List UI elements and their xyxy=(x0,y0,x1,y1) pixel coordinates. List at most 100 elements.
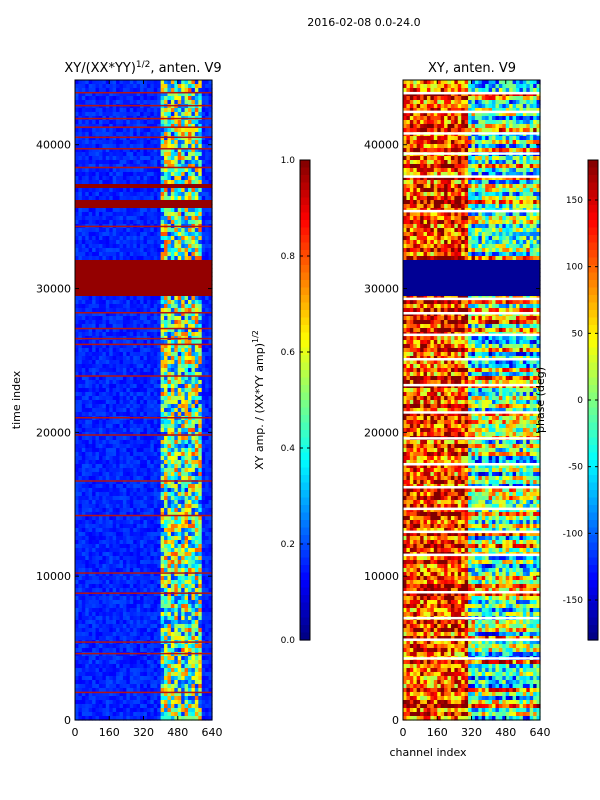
heatmap-cell xyxy=(174,444,179,449)
heatmap-cell xyxy=(92,268,97,273)
heatmap-cell xyxy=(85,220,90,225)
heatmap-cell xyxy=(181,148,186,153)
heatmap-cell xyxy=(129,372,134,377)
heatmap-cell xyxy=(191,520,196,525)
heatmap-cell xyxy=(122,564,127,569)
heatmap-cell xyxy=(109,440,114,445)
heatmap-cell xyxy=(146,168,151,173)
heatmap-cell xyxy=(122,160,127,165)
heatmap-cell xyxy=(150,216,155,221)
heatmap-cell xyxy=(188,472,193,477)
heatmap-cell xyxy=(122,136,127,141)
heatmap-cell xyxy=(208,136,213,141)
heatmap-cell xyxy=(109,284,114,289)
heatmap-cell xyxy=(78,360,83,365)
heatmap-cell xyxy=(150,332,155,337)
heatmap-cell xyxy=(88,292,93,297)
heatmap-cell xyxy=(78,252,83,257)
heatmap-cell xyxy=(126,256,131,261)
heatmap-cell xyxy=(194,204,199,209)
heatmap-cell xyxy=(119,532,124,537)
heatmap-cell xyxy=(174,424,179,429)
heatmap-cell xyxy=(205,92,210,97)
heatmap-cell xyxy=(143,412,148,417)
heatmap-cell xyxy=(194,268,199,273)
heatmap-cell xyxy=(133,388,138,393)
heatmap-cell xyxy=(112,424,117,429)
heatmap-cell xyxy=(188,464,193,469)
heatmap-cell xyxy=(126,440,131,445)
heatmap-cell xyxy=(181,220,186,225)
heatmap-cell xyxy=(181,520,186,525)
heatmap-cell xyxy=(143,320,148,325)
heatmap-cell xyxy=(201,556,206,561)
heatmap-cell xyxy=(81,564,86,569)
heatmap-cell xyxy=(102,428,107,433)
heatmap-cell xyxy=(191,504,196,509)
heatmap-cell xyxy=(170,296,175,301)
heatmap-cell xyxy=(174,472,179,477)
heatmap-cell xyxy=(102,540,107,545)
heatmap-cell xyxy=(181,176,186,181)
heatmap-cell xyxy=(170,468,175,473)
heatmap-cell xyxy=(116,376,121,381)
heatmap-cell xyxy=(140,552,145,557)
heatmap-cell xyxy=(85,140,90,145)
heatmap-cell xyxy=(112,400,117,405)
heatmap-cell xyxy=(164,492,169,497)
heatmap-cell xyxy=(92,216,97,221)
heatmap-cell xyxy=(170,560,175,565)
heatmap-cell xyxy=(181,492,186,497)
heatmap-cell xyxy=(188,148,193,153)
heatmap-cell xyxy=(174,300,179,305)
heatmap-cell xyxy=(116,412,121,417)
heatmap-cell xyxy=(78,96,83,101)
heatmap-cell xyxy=(92,456,97,461)
heatmap-cell xyxy=(184,136,189,141)
heatmap-cell xyxy=(188,108,193,113)
heatmap-cell xyxy=(153,384,158,389)
heatmap-cell xyxy=(92,360,97,365)
heatmap-cell xyxy=(177,472,182,477)
heatmap-cell xyxy=(208,296,213,301)
heatmap-cell xyxy=(85,252,90,257)
heatmap-cell xyxy=(157,372,162,377)
heatmap-cell xyxy=(92,328,97,333)
heatmap-cell xyxy=(184,216,189,221)
heatmap-cell xyxy=(119,252,124,257)
heatmap-cell xyxy=(157,276,162,281)
heatmap-cell xyxy=(167,508,172,513)
heatmap-cell xyxy=(153,136,158,141)
heatmap-cell xyxy=(88,108,93,113)
heatmap-cell xyxy=(119,472,124,477)
heatmap-cell xyxy=(181,512,186,517)
heatmap-cell xyxy=(191,476,196,481)
heatmap-cell xyxy=(157,480,162,485)
heatmap-cell xyxy=(170,132,175,137)
heatmap-cell xyxy=(153,528,158,533)
heatmap-cell xyxy=(81,568,86,573)
heatmap-cell xyxy=(116,244,121,249)
heatmap-cell xyxy=(116,304,121,309)
heatmap-cell xyxy=(181,440,186,445)
heatmap-cell xyxy=(116,236,121,241)
heatmap-cell xyxy=(194,528,199,533)
heatmap-cell xyxy=(105,324,110,329)
heatmap-cell xyxy=(170,284,175,289)
heatmap-cell xyxy=(98,124,103,129)
heatmap-cell xyxy=(184,168,189,173)
heatmap-cell xyxy=(85,412,90,417)
heatmap-cell xyxy=(177,196,182,201)
heatmap-cell xyxy=(194,280,199,285)
heatmap-cell xyxy=(81,464,86,469)
heatmap-cell xyxy=(157,140,162,145)
heatmap-cell xyxy=(81,420,86,425)
heatmap-cell xyxy=(112,276,117,281)
heatmap-cell xyxy=(126,504,131,509)
heatmap-cell xyxy=(198,348,203,353)
heatmap-cell xyxy=(146,216,151,221)
heatmap-cell xyxy=(133,524,138,529)
heatmap-cell xyxy=(188,120,193,125)
heatmap-cell xyxy=(116,532,121,537)
heatmap-cell xyxy=(181,400,186,405)
